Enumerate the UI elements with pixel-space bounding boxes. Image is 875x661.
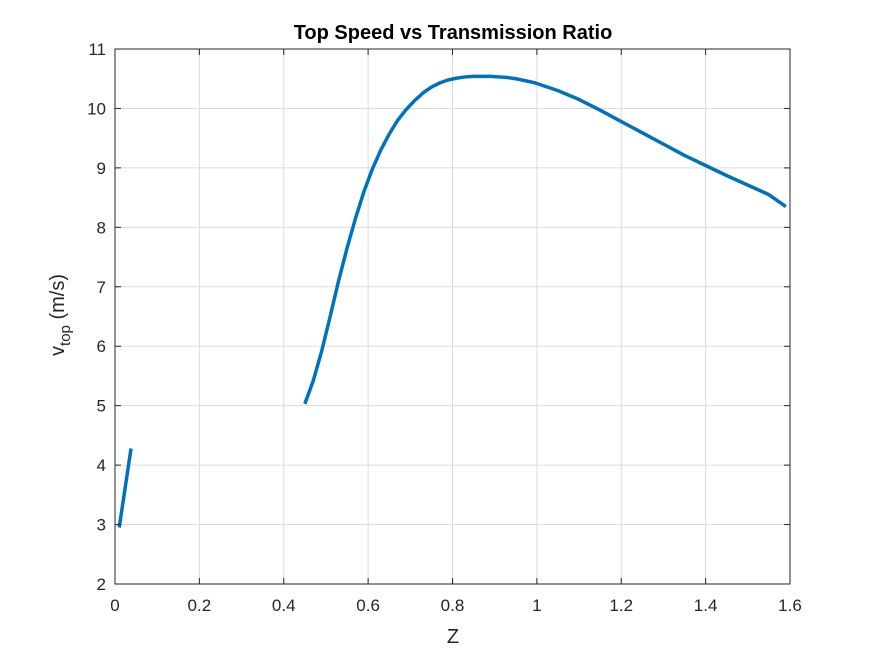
y-axis-label-subscript: top (57, 325, 74, 346)
y-axis-label-suffix: (m/s) (47, 274, 69, 325)
x-tick-label: 0.6 (356, 596, 380, 615)
x-tick-label: 1.4 (694, 596, 718, 615)
x-axis-ticks: 0 0.2 0.4 0.6 0.8 1 1.2 1.4 1.6 (110, 49, 802, 615)
y-axis-label-main: v (47, 346, 69, 356)
y-tick-label: 3 (97, 516, 106, 535)
x-tick-label: 0 (110, 596, 119, 615)
x-tick-label: 1 (532, 596, 541, 615)
x-tick-label: 1.2 (609, 596, 633, 615)
x-axis-label: Z (447, 626, 459, 648)
y-tick-label: 9 (97, 159, 106, 178)
y-tick-label: 7 (97, 278, 106, 297)
series-group (117, 74, 787, 528)
series-line-1 (117, 448, 133, 528)
y-tick-label: 10 (87, 99, 106, 118)
y-tick-label: 8 (97, 218, 106, 237)
y-tick-label: 6 (97, 337, 106, 356)
x-tick-label: 0.8 (441, 596, 465, 615)
y-tick-label: 2 (97, 575, 106, 594)
x-tick-label: 1.6 (778, 596, 802, 615)
y-tick-label: 5 (97, 397, 106, 416)
y-tick-label: 4 (97, 456, 106, 475)
y-axis-ticks: 2 3 4 5 6 7 8 9 10 11 (87, 40, 790, 594)
series-line-2 (303, 74, 787, 405)
x-tick-label: 0.4 (272, 596, 296, 615)
grid (114, 48, 791, 585)
y-axis-label: vtop (m/s) (47, 274, 74, 356)
chart-title: Top Speed vs Transmission Ratio (294, 22, 613, 44)
x-tick-label: 0.2 (188, 596, 212, 615)
y-tick-label: 11 (88, 40, 106, 59)
